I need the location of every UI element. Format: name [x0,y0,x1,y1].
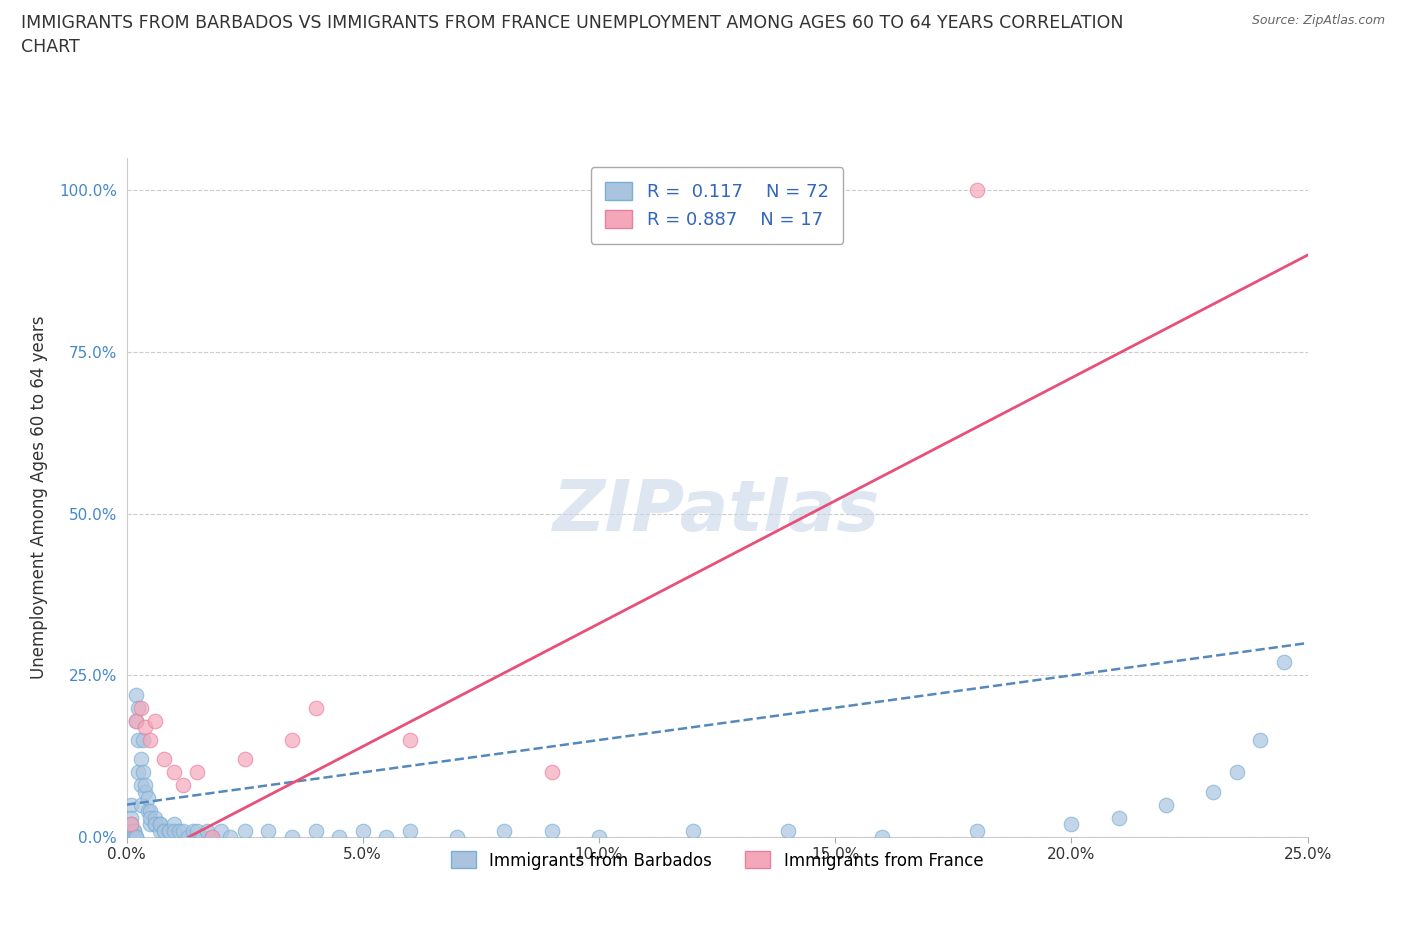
Point [127,733,149,748]
Point [966,823,988,838]
Point [328,830,350,844]
Point [200,830,222,844]
Point [120,817,142,831]
Point [352,823,374,838]
Point [1249,733,1271,748]
Point [233,823,256,838]
Point [134,777,156,792]
Point [209,823,232,838]
Point [125,713,148,728]
Point [163,817,186,831]
Legend: Immigrants from Barbados, Immigrants from France: Immigrants from Barbados, Immigrants fro… [444,844,990,876]
Point [122,830,145,844]
Point [120,823,142,838]
Point [125,830,148,844]
Point [1272,655,1295,670]
Point [682,823,704,838]
Point [136,790,159,805]
Point [120,797,142,812]
Y-axis label: Unemployment Among Ages 60 to 64 years: Unemployment Among Ages 60 to 64 years [30,316,48,679]
Point [281,733,304,748]
Text: IMMIGRANTS FROM BARBADOS VS IMMIGRANTS FROM FRANCE UNEMPLOYMENT AMONG AGES 60 TO: IMMIGRANTS FROM BARBADOS VS IMMIGRANTS F… [21,14,1123,56]
Point [122,823,145,838]
Point [120,810,142,825]
Point [281,830,304,844]
Point [153,752,176,767]
Point [195,823,218,838]
Point [219,830,242,844]
Point [143,713,166,728]
Point [149,823,172,838]
Point [1202,784,1225,799]
Point [181,823,204,838]
Point [1060,817,1083,831]
Point [304,823,326,838]
Point [399,733,422,748]
Point [872,830,894,844]
Point [120,817,142,831]
Point [588,830,610,844]
Point [1226,764,1249,779]
Point [163,764,186,779]
Point [233,752,256,767]
Point [125,687,148,702]
Point [127,700,149,715]
Point [177,830,200,844]
Point [191,830,214,844]
Point [200,830,222,844]
Point [122,823,145,838]
Point [172,823,194,838]
Point [143,817,166,831]
Point [1108,810,1130,825]
Point [149,817,172,831]
Point [149,817,172,831]
Point [129,700,152,715]
Point [153,823,176,838]
Point [129,797,152,812]
Point [136,804,159,818]
Point [172,777,194,792]
Point [122,830,145,844]
Point [540,764,562,779]
Point [134,784,156,799]
Point [186,764,208,779]
Point [153,823,176,838]
Point [446,830,468,844]
Point [257,823,280,838]
Point [139,810,162,825]
Point [186,823,208,838]
Text: ZIPatlas: ZIPatlas [554,477,880,546]
Point [167,823,190,838]
Point [129,777,152,792]
Text: Source: ZipAtlas.com: Source: ZipAtlas.com [1251,14,1385,27]
Point [134,720,156,735]
Point [163,823,186,838]
Point [132,733,155,748]
Point [776,823,799,838]
Point [494,823,516,838]
Point [143,810,166,825]
Point [139,817,162,831]
Point [540,823,562,838]
Point [304,700,326,715]
Point [139,804,162,818]
Point [157,823,180,838]
Point [132,764,155,779]
Point [125,713,148,728]
Point [127,764,149,779]
Point [966,183,988,198]
Point [1154,797,1177,812]
Point [129,752,152,767]
Point [157,823,180,838]
Point [375,830,398,844]
Point [143,817,166,831]
Point [139,733,162,748]
Point [399,823,422,838]
Point [125,830,148,844]
